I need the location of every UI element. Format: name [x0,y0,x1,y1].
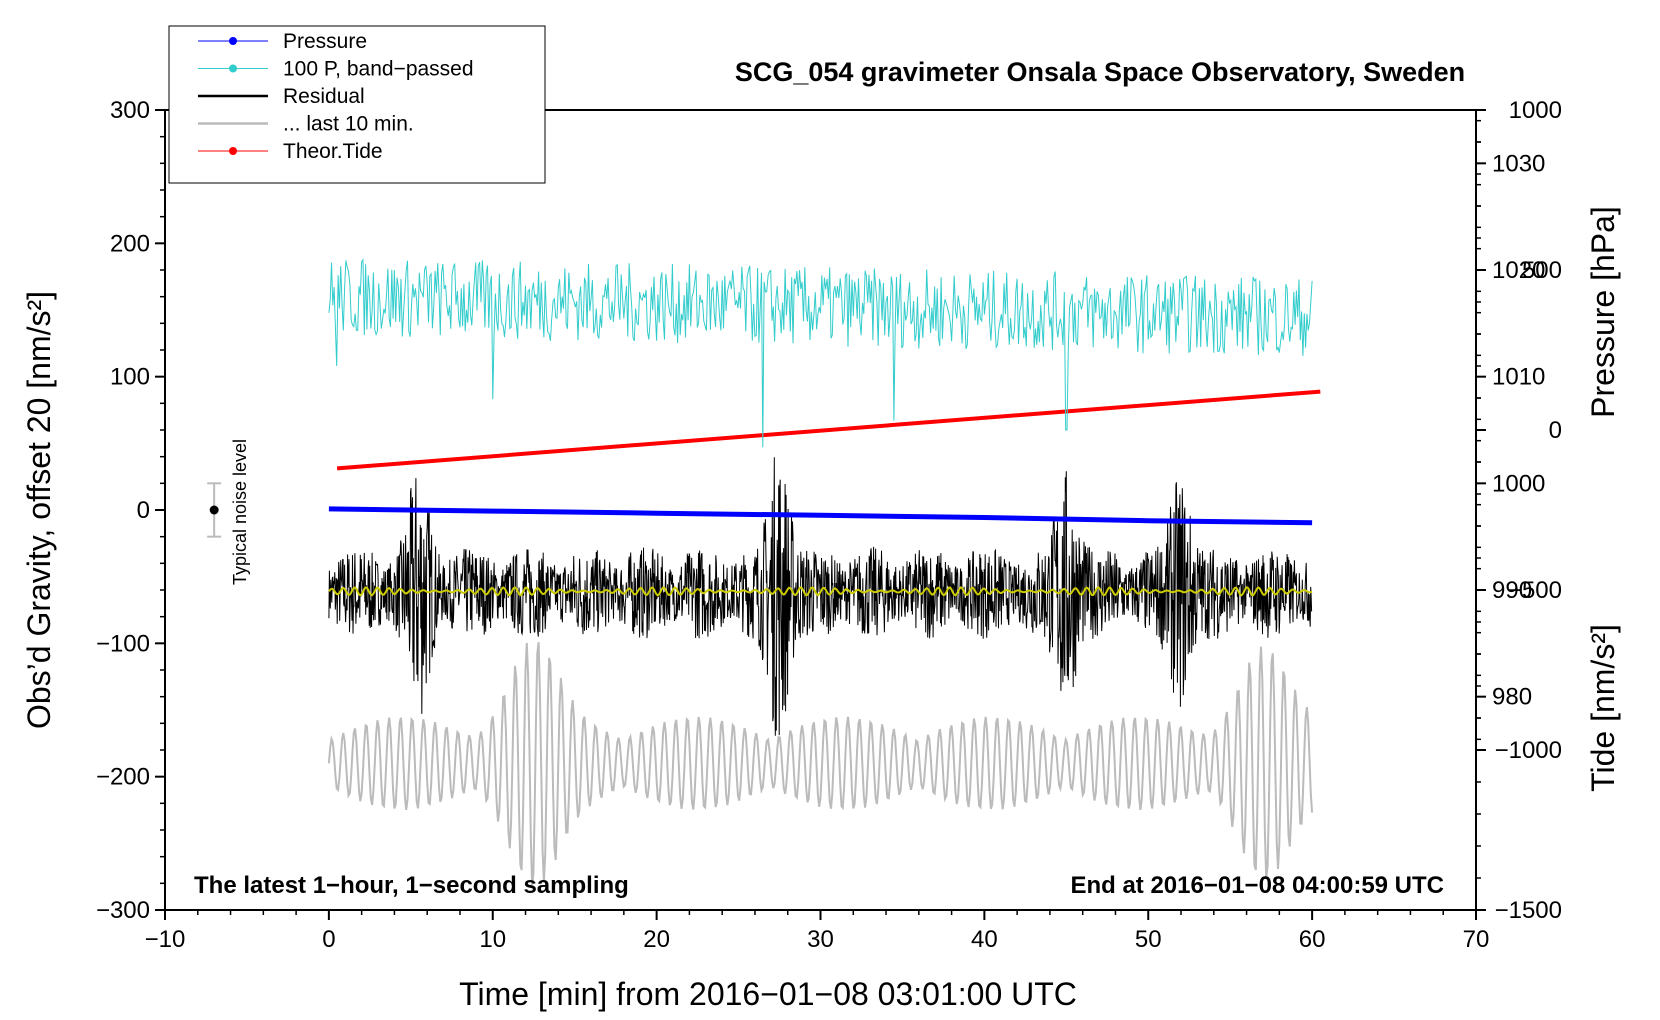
note-right: End at 2016−01−08 04:00:59 UTC [1070,872,1444,899]
pressure-tick-label: 1020 [1492,257,1545,284]
legend-marker [229,147,237,155]
tide-tick-label: 0 [1549,417,1562,444]
series-residual [328,457,1313,736]
pressure-tick-label: 1010 [1492,364,1545,391]
x-tick-label: 40 [971,926,998,953]
y-left-tick-label: 100 [110,364,150,391]
x-tick-label: 0 [322,926,335,953]
tide-tick-label: 1000 [1509,97,1562,124]
legend-marker [229,64,237,73]
y-axis-title-left: Obs’d Gravity, offset 20 [nm/s²] [21,291,57,729]
legend-label: Theor.Tide [283,140,383,163]
tide-tick-label: −500 [1508,577,1562,604]
legend-label: Residual [283,85,365,108]
tide-tick-label: −1000 [1495,737,1562,764]
y-left-tick-label: −200 [96,764,150,791]
x-tick-label: 60 [1299,926,1326,953]
chart-title: SCG_054 gravimeter Onsala Space Observat… [735,57,1465,87]
x-tick-label: 20 [643,926,670,953]
legend-label: 100 P, band−passed [283,58,474,81]
note-left: The latest 1−hour, 1−second sampling [194,872,629,899]
x-tick-label: 70 [1463,926,1490,953]
legend: Pressure 100 P, band−passed Residual ... la… [168,25,546,184]
series-last-10-min [327,642,1314,886]
y-left-tick-label: 0 [137,497,150,524]
series-pressure-bandpassed [328,258,1313,448]
y-left-tick-label: −100 [96,630,150,657]
legend-box [168,25,546,184]
legend-label: ... last 10 min. [283,113,414,136]
pressure-tick-label: 1030 [1492,150,1545,177]
series-residual-smoothed [328,586,1313,597]
y-axis-title-pressure: Pressure [hPa] [1585,206,1621,418]
axis-ticks: −10 0 10 20 30 40 50 60 703002001000−100−200−300… [96,97,1562,953]
noise-bar: Typical noise level [207,439,250,585]
series-layer [327,258,1321,886]
x-axis-title: Time [min] from 2016−01−08 03:01:00 UTC [459,976,1077,1012]
x-tick-label: 30 [807,926,834,953]
y-left-tick-label: 300 [110,97,150,124]
legend-marker [229,37,237,45]
tide-tick-label: 500 [1522,257,1562,284]
pressure-tick-label: 980 [1492,684,1532,711]
x-tick-label: −10 [145,926,186,953]
pressure-tick-label: 1000 [1492,470,1545,497]
series-theoretical-tide [336,389,1321,471]
pressure-tick-label: 990 [1492,577,1532,604]
y-axis-title-tide: Tide [nm/s²] [1585,624,1621,792]
noise-label: Typical noise level [230,439,250,585]
x-tick-label: 50 [1135,926,1162,953]
y-left-tick-label: −300 [96,897,150,924]
legend-label: Pressure [283,30,367,53]
noise-bar-dot [209,505,219,515]
tide-tick-label: −1500 [1495,897,1562,924]
x-tick-label: 10 [479,926,506,953]
y-left-tick-label: 200 [110,230,150,257]
series-pressure [328,506,1313,526]
